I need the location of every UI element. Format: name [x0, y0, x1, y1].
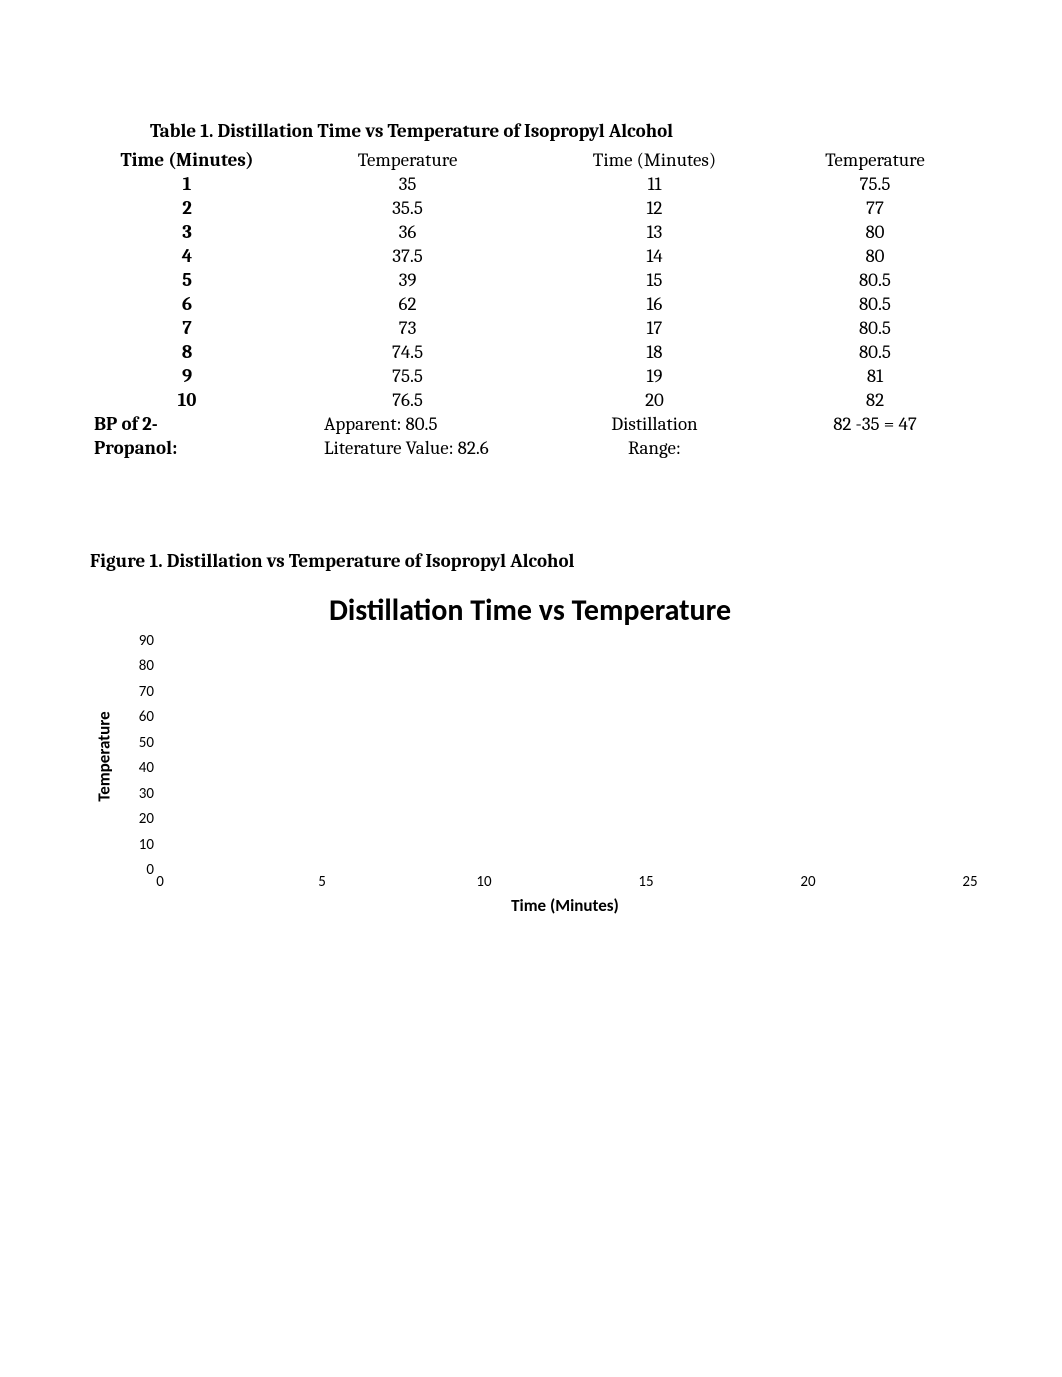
cell: Distillation [531, 412, 778, 436]
cell: 80.5 [778, 316, 972, 340]
plot-area [160, 641, 970, 871]
cell: 35 [284, 172, 531, 196]
cell: 39 [284, 268, 531, 292]
col-header: Temperature [284, 148, 531, 172]
page: Table 1. Distillation Time vs Temperatur… [0, 0, 1062, 1377]
cell: 1 [90, 172, 284, 196]
y-axis-label: Temperature [94, 711, 115, 801]
cell: 18 [531, 340, 778, 364]
x-axis-ticks: 0 5 10 15 20 25 [160, 873, 970, 891]
cell: Propanol: [90, 436, 284, 460]
cell: 11 [531, 172, 778, 196]
cell: 80.5 [778, 268, 972, 292]
cell: 19 [531, 364, 778, 388]
cell: 81 [778, 364, 972, 388]
col-header: Temperature [778, 148, 972, 172]
chart-body: Temperature 90 80 70 60 50 40 30 20 10 0 [90, 641, 970, 871]
cell: 13 [531, 220, 778, 244]
table-title: Table 1. Distillation Time vs Temperatur… [90, 120, 972, 142]
cell: 80 [778, 220, 972, 244]
cell: 20 [531, 388, 778, 412]
cell: 15 [531, 268, 778, 292]
table-row: 6 62 16 80.5 [90, 292, 972, 316]
cell: 80.5 [778, 340, 972, 364]
cell: 17 [531, 316, 778, 340]
cell: 74.5 [284, 340, 531, 364]
distillation-table: Time (Minutes) Temperature Time (Minutes… [90, 148, 972, 460]
cell: 10 [90, 388, 284, 412]
cell: 75.5 [778, 172, 972, 196]
cell: 75.5 [284, 364, 531, 388]
cell: 62 [284, 292, 531, 316]
table-row: 2 35.5 12 77 [90, 196, 972, 220]
y-axis-ticks: 90 80 70 60 50 40 30 20 10 0 [118, 641, 160, 871]
col-header: Time (Minutes) [531, 148, 778, 172]
cell: 35.5 [284, 196, 531, 220]
table-row: 1 35 11 75.5 [90, 172, 972, 196]
cell: 8 [90, 340, 284, 364]
cell: 80.5 [778, 292, 972, 316]
cell: 9 [90, 364, 284, 388]
cell: 36 [284, 220, 531, 244]
cell: 82 [778, 388, 972, 412]
cell: 6 [90, 292, 284, 316]
cell: 76.5 [284, 388, 531, 412]
table-row: 9 75.5 19 81 [90, 364, 972, 388]
x-axis-label: Time (Minutes) [160, 895, 970, 916]
table-row: 10 76.5 20 82 [90, 388, 972, 412]
cell: 12 [531, 196, 778, 220]
cell: 2 [90, 196, 284, 220]
cell: 80 [778, 244, 972, 268]
cell: Literature Value: 82.6 [284, 436, 531, 460]
cell: 14 [531, 244, 778, 268]
chart: Distillation Time vs Temperature Tempera… [90, 592, 970, 916]
cell: 5 [90, 268, 284, 292]
y-axis-label-wrap: Temperature [90, 641, 118, 871]
cell: 3 [90, 220, 284, 244]
x-axis-label-row: Time (Minutes) [90, 891, 970, 916]
col-header: Time (Minutes) [90, 148, 284, 172]
cell: Range: [531, 436, 778, 460]
x-axis-ticks-row: 0 5 10 15 20 25 [90, 871, 970, 891]
table-footer-row: BP of 2- Apparent: 80.5 Distillation 82 … [90, 412, 972, 436]
table-row: 7 73 17 80.5 [90, 316, 972, 340]
table-footer-row: Propanol: Literature Value: 82.6 Range: [90, 436, 972, 460]
cell: Apparent: 80.5 [284, 412, 531, 436]
table-row: 8 74.5 18 80.5 [90, 340, 972, 364]
cell: BP of 2- [90, 412, 284, 436]
cell: 73 [284, 316, 531, 340]
table-header-row: Time (Minutes) Temperature Time (Minutes… [90, 148, 972, 172]
cell [778, 436, 972, 460]
cell: 82 -35 = 47 [778, 412, 972, 436]
cell: 16 [531, 292, 778, 316]
cell: 77 [778, 196, 972, 220]
table-row: 5 39 15 80.5 [90, 268, 972, 292]
cell: 7 [90, 316, 284, 340]
figure-caption: Figure 1. Distillation vs Temperature of… [90, 550, 972, 572]
cell: 37.5 [284, 244, 531, 268]
chart-title: Distillation Time vs Temperature [90, 592, 970, 629]
cell: 4 [90, 244, 284, 268]
table-row: 4 37.5 14 80 [90, 244, 972, 268]
table-row: 3 36 13 80 [90, 220, 972, 244]
